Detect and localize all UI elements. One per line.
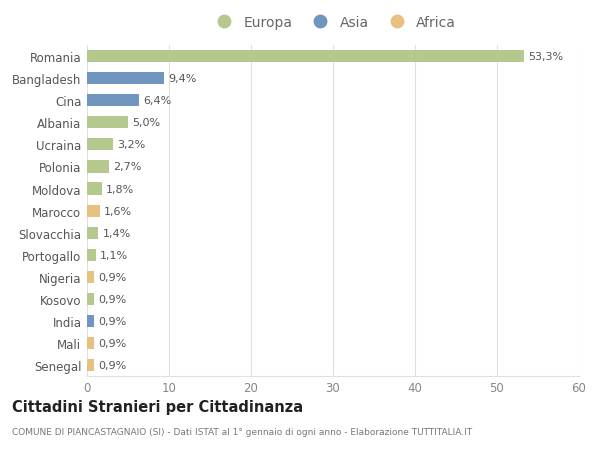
Bar bbox=[87, 95, 139, 107]
Bar bbox=[87, 117, 128, 129]
Bar bbox=[87, 293, 94, 305]
Text: 53,3%: 53,3% bbox=[528, 52, 563, 62]
Text: 0,9%: 0,9% bbox=[98, 338, 127, 348]
Text: 1,8%: 1,8% bbox=[106, 184, 134, 194]
Text: 1,1%: 1,1% bbox=[100, 250, 128, 260]
Bar bbox=[87, 161, 109, 173]
Bar bbox=[87, 337, 94, 349]
Text: 5,0%: 5,0% bbox=[132, 118, 160, 128]
Bar bbox=[87, 205, 100, 217]
Text: 0,9%: 0,9% bbox=[98, 294, 127, 304]
Legend: Europa, Asia, Africa: Europa, Asia, Africa bbox=[208, 13, 458, 33]
Bar bbox=[87, 315, 94, 327]
Text: 0,9%: 0,9% bbox=[98, 272, 127, 282]
Text: COMUNE DI PIANCASTAGNAIO (SI) - Dati ISTAT al 1° gennaio di ogni anno - Elaboraz: COMUNE DI PIANCASTAGNAIO (SI) - Dati IST… bbox=[12, 427, 472, 436]
Bar bbox=[87, 73, 164, 85]
Bar bbox=[87, 249, 96, 261]
Text: 1,6%: 1,6% bbox=[104, 206, 133, 216]
Bar bbox=[87, 227, 98, 239]
Text: 6,4%: 6,4% bbox=[143, 96, 172, 106]
Text: 0,9%: 0,9% bbox=[98, 360, 127, 370]
Text: 0,9%: 0,9% bbox=[98, 316, 127, 326]
Text: 9,4%: 9,4% bbox=[168, 74, 197, 84]
Bar bbox=[87, 271, 94, 283]
Bar bbox=[87, 359, 94, 371]
Bar bbox=[87, 51, 524, 63]
Bar bbox=[87, 183, 102, 195]
Bar bbox=[87, 139, 113, 151]
Text: 1,4%: 1,4% bbox=[103, 228, 131, 238]
Text: 3,2%: 3,2% bbox=[118, 140, 146, 150]
Text: Cittadini Stranieri per Cittadinanza: Cittadini Stranieri per Cittadinanza bbox=[12, 399, 303, 414]
Text: 2,7%: 2,7% bbox=[113, 162, 142, 172]
